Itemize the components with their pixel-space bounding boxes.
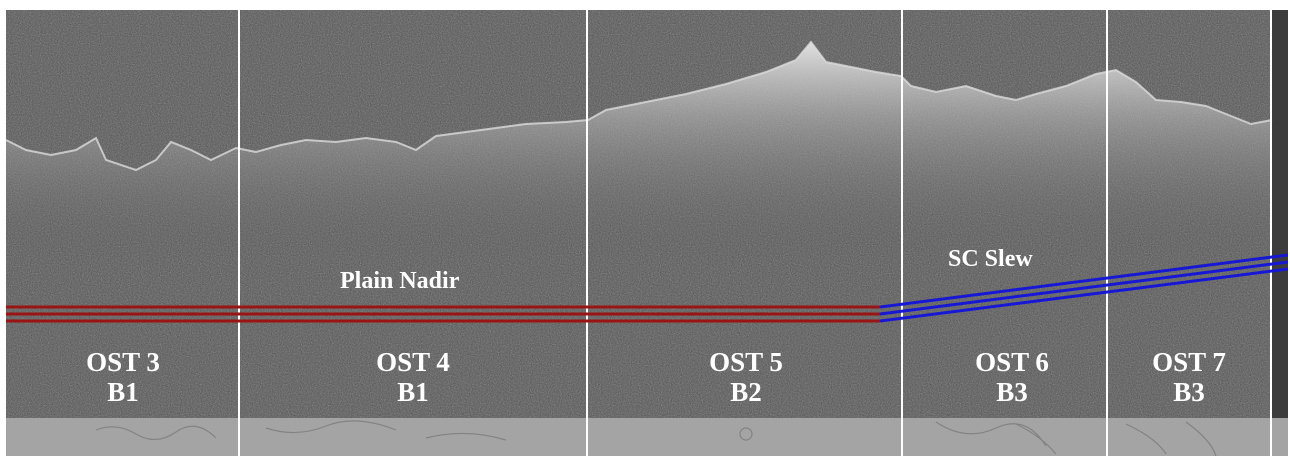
segment-band: B1 <box>397 377 429 407</box>
segment-band: B2 <box>730 377 762 407</box>
surface-texture <box>95 420 1217 456</box>
sc-slew-track <box>879 253 1288 323</box>
segment-label-ost7: OST 7 B3 <box>1089 347 1288 407</box>
segment-label-ost5: OST 5 B2 <box>646 347 846 407</box>
segment-ost-name: OST 6 <box>975 347 1049 377</box>
right-edge-band <box>1272 10 1288 418</box>
mode-label-plain-nadir: Plain Nadir <box>340 268 460 294</box>
segment-ost-name: OST 5 <box>709 347 783 377</box>
surface-image-strip <box>6 418 1288 456</box>
radargram-image <box>6 10 1288 456</box>
segment-dividers <box>238 10 1272 456</box>
segment-ost-name: OST 4 <box>376 347 450 377</box>
mode-label-sc-slew: SC Slew <box>948 246 1033 272</box>
segment-band: B1 <box>107 377 139 407</box>
segment-ost-name: OST 7 <box>1152 347 1226 377</box>
radargram-figure: Plain Nadir SC Slew OST 3 B1 OST 4 B1 OS… <box>6 10 1288 456</box>
surface-echo <box>6 42 1272 260</box>
segment-label-ost4: OST 4 B1 <box>313 347 513 407</box>
segment-label-ost3: OST 3 B1 <box>23 347 223 407</box>
segment-band: B3 <box>1173 377 1205 407</box>
plain-nadir-track <box>6 305 880 323</box>
segment-label-ost6: OST 6 B3 <box>912 347 1112 407</box>
segment-ost-name: OST 3 <box>86 347 160 377</box>
surface-echo-line <box>6 40 1273 172</box>
segment-band: B3 <box>996 377 1028 407</box>
